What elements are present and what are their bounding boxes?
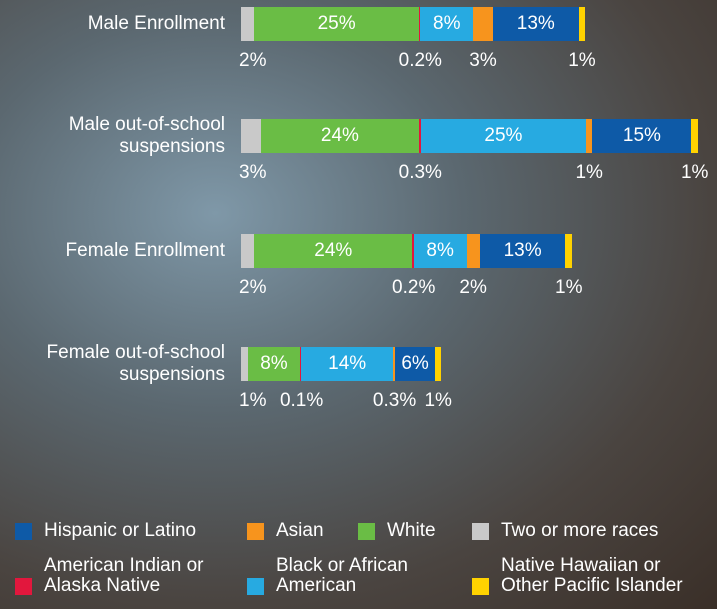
legend-label: American Indian or Alaska Native — [44, 555, 204, 596]
bar-segment — [241, 119, 261, 153]
bar-segment — [691, 119, 698, 153]
bar-segment — [585, 119, 593, 153]
legend-swatch — [247, 523, 264, 540]
bar-segment: 6% — [395, 347, 435, 381]
value-label: 3% — [239, 162, 267, 183]
value-label: 0.3% — [372, 390, 417, 411]
legend-label: Asian — [276, 520, 324, 541]
bar-segment — [473, 7, 493, 41]
value-label: 0.3% — [398, 162, 442, 183]
bar-segment: 14% — [301, 347, 394, 381]
value-label: 2% — [239, 277, 267, 298]
legend-label: Two or more races — [501, 520, 659, 541]
bar-segment — [241, 347, 248, 381]
bar-segment: 13% — [479, 234, 566, 268]
value-label: 1% — [555, 277, 583, 298]
value-label: 0.2% — [392, 277, 436, 298]
legend-swatch — [15, 578, 32, 595]
value-label: 1% — [680, 162, 709, 183]
bar-segment — [419, 119, 422, 153]
category-label: Male out-of-school suspensions — [68, 114, 225, 157]
legend-label: Black or African American — [276, 555, 408, 596]
bar-segment — [393, 347, 396, 381]
legend-swatch — [358, 523, 375, 540]
legend-swatch — [472, 523, 489, 540]
category-label: Male Enrollment — [87, 13, 225, 34]
value-label: 1% — [568, 50, 596, 71]
bar-segment: 8% — [420, 7, 474, 41]
legend-label: Hispanic or Latino — [44, 520, 197, 541]
bar-segment — [434, 347, 442, 381]
value-label: 1% — [575, 162, 603, 183]
value-label: 2% — [239, 50, 267, 71]
bar-segment: 25% — [421, 119, 586, 153]
bar-segment — [565, 234, 573, 268]
bar-segment: 8% — [247, 347, 301, 381]
bar-segment: 25% — [254, 7, 420, 41]
category-label: Female out-of-school suspensions — [46, 342, 225, 385]
legend-swatch — [247, 578, 264, 595]
bar-segment — [578, 7, 586, 41]
bar-segment: 24% — [254, 234, 413, 268]
legend-label: Native Hawaiian or Other Pacific Islande… — [501, 555, 683, 596]
bar-segment — [412, 234, 415, 268]
bar-segment: 15% — [592, 119, 692, 153]
value-label: 3% — [469, 50, 497, 71]
bar-segment: 24% — [260, 119, 420, 153]
legend-swatch — [15, 523, 32, 540]
bar-segment: 13% — [492, 7, 579, 41]
value-label: 1% — [239, 390, 267, 411]
value-label: 0.1% — [279, 390, 324, 411]
legend-swatch — [472, 578, 489, 595]
legend-label: White — [387, 520, 436, 541]
bar-segment — [241, 7, 255, 41]
value-label: 1% — [424, 390, 452, 411]
bar-segment: 8% — [413, 234, 467, 268]
bar-segment — [466, 234, 480, 268]
value-label: 2% — [459, 277, 487, 298]
bar-segment — [241, 234, 255, 268]
bar-segment — [419, 7, 422, 41]
category-label: Female Enrollment — [65, 240, 225, 261]
value-label: 0.2% — [398, 50, 442, 71]
